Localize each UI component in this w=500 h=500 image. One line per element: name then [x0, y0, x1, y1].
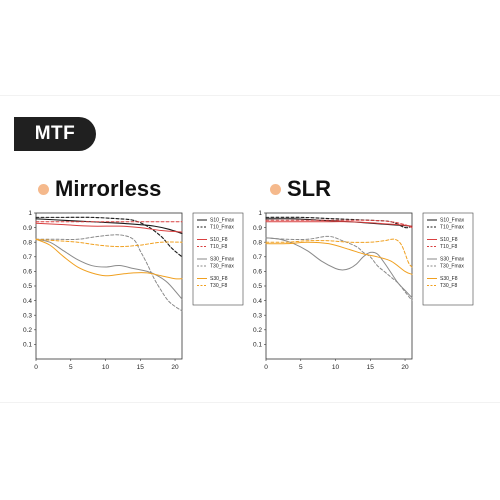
y-tick-label: 0.4	[23, 298, 32, 305]
bullet-dot-icon	[38, 183, 49, 195]
x-tick-label: 10	[102, 364, 110, 371]
y-tick-label: 0.3	[23, 312, 32, 319]
y-tick-label: 0.7	[23, 254, 32, 261]
y-tick-label: 0.8	[253, 239, 262, 246]
y-tick-label: 0.4	[253, 298, 262, 305]
x-tick-label: 0	[34, 364, 38, 371]
y-tick-label: 0.5	[23, 283, 32, 290]
y-tick-label: 0.9	[23, 225, 32, 232]
y-tick-label: 0.1	[23, 342, 32, 349]
bullet-dot-icon	[270, 183, 281, 195]
legend-label: T10_F8	[440, 244, 457, 250]
x-tick-label: 5	[299, 364, 303, 371]
series-line-t30-f8	[35, 238, 183, 248]
legend-label: T30_F8	[440, 283, 457, 289]
mtf-chart-mirrorless: 0.10.20.30.40.50.60.70.80.910 5 10 15 20S10_…	[23, 210, 244, 371]
legend-label: S10_F8	[440, 237, 458, 243]
section-title-text: SLR	[287, 176, 331, 201]
y-tick-label: 0.8	[23, 239, 32, 246]
y-tick-label: 0.1	[253, 342, 262, 349]
series-line-s30-fmax	[35, 238, 183, 300]
y-tick-label: 0.9	[253, 225, 262, 232]
series-line-s30-f8	[265, 241, 413, 275]
series-line-t30-f8	[265, 238, 413, 268]
x-tick-label: 20	[401, 364, 409, 371]
section-title-slr: SLR	[270, 175, 331, 203]
y-tick-label: 0.6	[23, 269, 32, 276]
series-line-s10-f8	[265, 221, 413, 227]
legend-label: S30_Fmax	[440, 257, 465, 263]
series-line-t10-f8	[265, 219, 413, 229]
x-tick-label: 0	[264, 364, 268, 371]
mtf-chart-slr: 0.10.20.30.40.50.60.70.80.910 5 10 15 20S10_…	[253, 210, 474, 371]
series-line-s30-fmax	[265, 237, 413, 299]
y-tick-label: 0.5	[253, 283, 262, 290]
section-title-mirrorless: Mirrorless	[38, 175, 161, 203]
y-tick-label: 1	[28, 210, 32, 217]
y-tick-label: 0.2	[23, 327, 32, 334]
legend-label: T30_F8	[210, 283, 227, 289]
y-tick-label: 0.7	[253, 254, 262, 261]
x-tick-label: 15	[137, 364, 145, 371]
y-tick-label: 1	[258, 210, 262, 217]
y-tick-label: 0.3	[253, 312, 262, 319]
legend-label: S10_Fmax	[210, 218, 235, 224]
x-tick-label: 15	[367, 364, 375, 371]
legend-label: T30_Fmax	[210, 264, 234, 270]
section-title-text: Mirrorless	[55, 176, 162, 201]
series-line-t10-fmax	[35, 216, 183, 258]
series-line-t10-fmax	[265, 216, 413, 229]
series-line-s10-f8	[35, 222, 183, 233]
y-tick-label: 0.2	[253, 327, 262, 334]
mtf-badge: MTF	[14, 117, 96, 151]
legend-label: T10_Fmax	[440, 225, 464, 231]
series-line-s30-f8	[35, 238, 183, 280]
series-line-t30-fmax	[35, 234, 183, 312]
y-tick-label: 0.6	[253, 269, 262, 276]
legend-label: S10_Fmax	[440, 218, 465, 224]
legend-label: S30_F8	[210, 276, 228, 282]
legend-label: S30_Fmax	[210, 257, 235, 263]
series-line-s10-fmax	[35, 218, 183, 234]
x-tick-label: 10	[332, 364, 340, 371]
x-tick-label: 5	[69, 364, 73, 371]
plot-frame	[265, 212, 413, 360]
mtf-badge-label: MTF	[34, 123, 76, 144]
legend-label: T30_Fmax	[440, 264, 464, 270]
legend-label: S10_F8	[210, 237, 228, 243]
x-tick-label: 20	[171, 364, 179, 371]
legend-label: T10_Fmax	[210, 225, 234, 231]
legend-label: S30_F8	[440, 276, 458, 282]
legend-label: T10_F8	[210, 244, 227, 250]
